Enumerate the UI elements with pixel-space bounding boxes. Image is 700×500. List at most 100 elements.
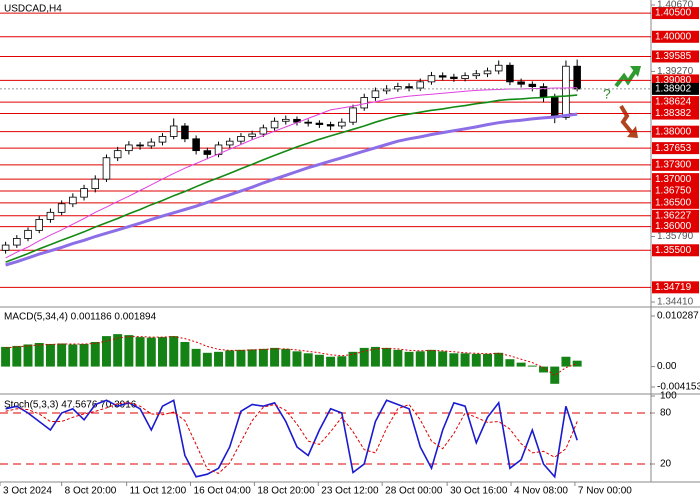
macd-bar: [303, 353, 313, 367]
candle-body: [136, 144, 144, 147]
macd-bar: [483, 353, 492, 367]
level-label-box: [652, 125, 699, 138]
macd-bar: [337, 356, 347, 367]
x-tick-label: 30 Oct 16:00: [450, 486, 508, 497]
macd-bar: [135, 337, 145, 367]
macd-bar: [1, 346, 11, 367]
x-tick-label: 3 Oct 2024: [3, 486, 52, 497]
candle-body: [483, 70, 492, 75]
candle-body: [80, 188, 88, 198]
moving-average: [5, 94, 578, 263]
candle-body: [517, 81, 525, 85]
y-tick-label: 100: [660, 391, 677, 402]
macd-bar: [68, 344, 78, 367]
candle-body: [461, 75, 469, 79]
level-label: 1.36500: [655, 197, 692, 208]
macd-bar: [225, 350, 235, 367]
macd-bar: [505, 359, 515, 367]
macd-bar: [113, 334, 123, 367]
macd-bar: [326, 356, 336, 367]
level-label: 1.40000: [655, 31, 692, 42]
level-label-box: [652, 220, 699, 233]
macd-bar: [247, 349, 257, 367]
level-label: 1.36000: [655, 221, 692, 232]
up-arrow: [614, 68, 638, 88]
x-tick-label: 18 Oct 20:00: [257, 486, 315, 497]
candle-body: [24, 229, 32, 239]
candle-body: [259, 127, 268, 135]
indicator-title: Stoch(5,3,3) 47.5676 70.3916: [4, 400, 137, 411]
candle-body: [125, 144, 133, 152]
macd-bar: [449, 353, 459, 367]
macd-bar: [494, 352, 504, 367]
candle-body: [506, 64, 514, 83]
macd-bar: [236, 349, 246, 367]
moving-average: [5, 112, 578, 267]
macd-bar: [539, 366, 549, 373]
macd-bar: [572, 360, 582, 367]
candle-body: [225, 140, 234, 146]
macd-bar: [191, 348, 201, 367]
candle-body: [371, 90, 380, 98]
y-tick-label: 1.39270: [657, 66, 694, 77]
candle-body: [1, 244, 10, 251]
macd-bar: [415, 351, 425, 367]
level-label-box: [652, 158, 699, 171]
candle-body: [472, 73, 481, 77]
macd-bar: [281, 348, 291, 367]
macd-bar: [124, 335, 134, 367]
candle-body: [382, 88, 391, 92]
macd-bar: [359, 347, 369, 367]
macd-bar: [292, 351, 302, 367]
hint-mark: ?: [603, 86, 611, 102]
level-label: 1.36227: [655, 210, 692, 221]
macd-bar: [527, 365, 537, 367]
y-tick-label: -0.004153: [657, 382, 700, 393]
y-tick-label: 20: [660, 459, 672, 470]
candle-body: [46, 211, 55, 220]
x-tick-label: 16 Oct 04:00: [194, 486, 252, 497]
level-label: 1.40500: [655, 8, 692, 19]
macd-bar: [393, 349, 403, 367]
chart-title: USDCAD,H4: [4, 4, 62, 15]
candle-body: [192, 138, 200, 152]
level-label-box: [652, 107, 699, 120]
macd-bar: [270, 347, 280, 367]
candle-body: [562, 65, 570, 118]
y-tick-label: 1.40670: [657, 0, 694, 11]
level-label-box: [652, 7, 699, 20]
candle-body: [304, 121, 312, 124]
level-label-box: [652, 142, 699, 155]
candle-body: [315, 122, 324, 125]
macd-bar: [79, 343, 89, 367]
y-tick-label: 0.00: [657, 361, 677, 372]
level-label-box: [652, 96, 699, 109]
macd-bar: [214, 351, 224, 367]
macd-bar: [382, 347, 392, 367]
macd-bar: [314, 354, 324, 367]
level-label: 1.34719: [655, 282, 692, 293]
candle-body: [69, 196, 77, 205]
macd-bar: [370, 346, 380, 367]
down-arrow: [619, 104, 634, 135]
macd-bar: [471, 353, 481, 367]
x-tick-label: 4 Nov 08:00: [514, 486, 568, 497]
candle-body: [494, 64, 503, 72]
level-label-box: [652, 244, 699, 257]
candle-body: [438, 75, 447, 78]
candle-body: [528, 83, 537, 88]
candle-body: [573, 65, 581, 90]
macd-bar: [258, 348, 268, 367]
candle-body: [35, 219, 43, 231]
moving-average: [5, 87, 578, 259]
macd-bar: [34, 342, 44, 367]
macd-bar: [438, 351, 448, 367]
macd-bar: [23, 344, 33, 367]
candle-body: [91, 178, 100, 190]
macd-bar: [460, 353, 470, 367]
level-label-box: [652, 50, 699, 63]
macd-bar: [202, 352, 212, 367]
candle-body: [57, 203, 66, 213]
candle-body: [237, 136, 245, 142]
